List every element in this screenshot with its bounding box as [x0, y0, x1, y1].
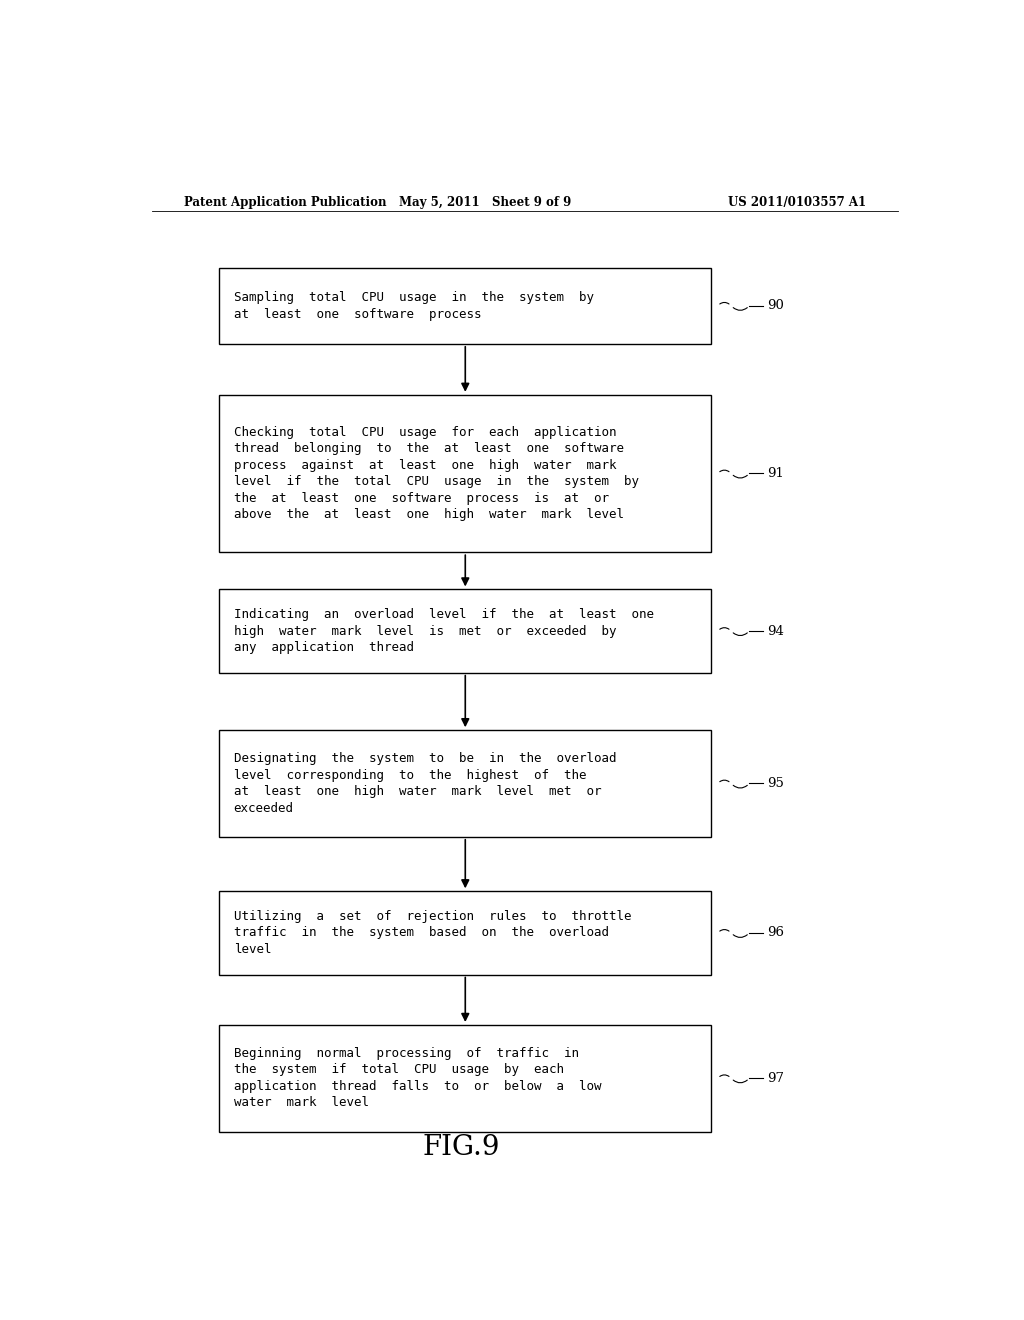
- Bar: [219, 891, 712, 974]
- Text: 94: 94: [767, 624, 783, 638]
- Text: US 2011/0103557 A1: US 2011/0103557 A1: [728, 195, 866, 209]
- Text: May 5, 2011   Sheet 9 of 9: May 5, 2011 Sheet 9 of 9: [399, 195, 571, 209]
- Text: 91: 91: [767, 467, 783, 480]
- Text: FIG.9: FIG.9: [423, 1134, 500, 1160]
- Text: Designating  the  system  to  be  in  the  overload
level  corresponding  to  th: Designating the system to be in the over…: [233, 752, 616, 814]
- Text: Indicating  an  overload  level  if  the  at  least  one
high  water  mark  leve: Indicating an overload level if the at l…: [233, 609, 653, 653]
- Bar: [219, 730, 712, 837]
- Text: Patent Application Publication: Patent Application Publication: [183, 195, 386, 209]
- Bar: [219, 268, 712, 345]
- Text: 95: 95: [767, 777, 783, 789]
- Text: 90: 90: [767, 300, 783, 313]
- Bar: [219, 589, 712, 673]
- Text: 97: 97: [767, 1072, 783, 1085]
- Text: Checking  total  CPU  usage  for  each  application
thread  belonging  to  the  : Checking total CPU usage for each applic…: [233, 426, 639, 521]
- Text: Sampling  total  CPU  usage  in  the  system  by
at  least  one  software  proce: Sampling total CPU usage in the system b…: [233, 290, 594, 321]
- Text: 96: 96: [767, 927, 783, 940]
- Text: Beginning  normal  processing  of  traffic  in
the  system  if  total  CPU  usag: Beginning normal processing of traffic i…: [233, 1047, 601, 1110]
- Bar: [219, 395, 712, 552]
- Bar: [219, 1024, 712, 1131]
- Text: Utilizing  a  set  of  rejection  rules  to  throttle
traffic  in  the  system  : Utilizing a set of rejection rules to th…: [233, 909, 631, 956]
